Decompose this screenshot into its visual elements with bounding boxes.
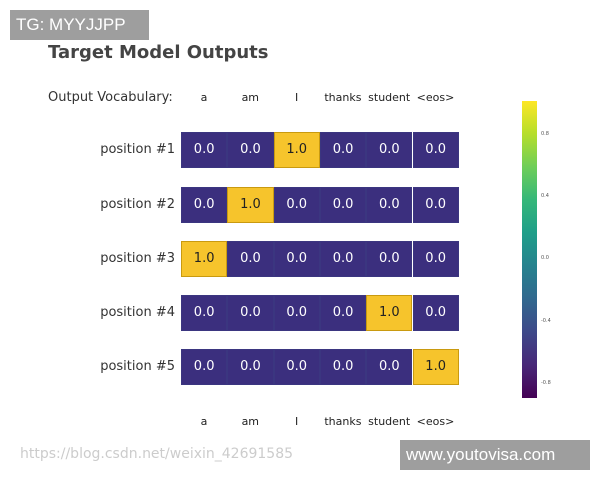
grid-cell: 0.0	[319, 132, 367, 168]
grid-cell: 0.0	[181, 349, 228, 385]
vocab-footer: I	[294, 415, 299, 428]
row-label: position #4	[100, 305, 175, 320]
grid-cell: 0.0	[366, 132, 413, 168]
vocab-footer: am	[241, 415, 260, 428]
watermark-url: https://blog.csdn.net/weixin_42691585	[20, 446, 294, 462]
grid-cell: 0.0	[227, 349, 274, 385]
vocab-header: <eos>	[416, 91, 455, 104]
colorbar-tick: 0.4	[541, 193, 549, 199]
grid-cell: 0.0	[227, 241, 274, 277]
grid-cell: 0.0	[227, 295, 274, 331]
grid-cell: 1.0	[227, 187, 274, 223]
grid-cell: 1.0	[181, 241, 228, 277]
grid-cell: 0.0	[319, 349, 367, 385]
row-label: position #2	[100, 197, 175, 212]
colorbar-tick: 0.0	[541, 255, 549, 261]
grid-cell: 0.0	[273, 241, 320, 277]
colorbar-tick: 0.8	[541, 131, 549, 137]
grid-cell: 0.0	[366, 241, 413, 277]
vocab-header: I	[294, 91, 299, 104]
grid-cell: 0.0	[412, 241, 459, 277]
colorbar	[522, 101, 537, 398]
vocab-footer: a	[200, 415, 208, 428]
colorbar-tick: -0.8	[541, 380, 551, 386]
watermark-site: www.youtovisa.com	[400, 440, 590, 470]
row-label: position #5	[100, 359, 175, 374]
grid-cell: 0.0	[227, 132, 274, 168]
vocab-footer: thanks	[324, 415, 362, 428]
grid-cell: 1.0	[273, 132, 320, 168]
grid-cell: 0.0	[412, 295, 459, 331]
page-title: Target Model Outputs	[48, 42, 269, 63]
grid-cell: 1.0	[366, 295, 413, 331]
grid-cell: 0.0	[412, 187, 459, 223]
grid-cell: 0.0	[273, 187, 320, 223]
grid-cell: 0.0	[319, 187, 367, 223]
grid-cell: 0.0	[366, 349, 413, 385]
vocab-header: am	[241, 91, 260, 104]
grid-cell: 0.0	[319, 241, 367, 277]
colorbar-tick: -0.4	[541, 318, 551, 324]
vocab-footer: student	[368, 415, 411, 428]
grid-cell: 0.0	[273, 349, 320, 385]
grid-cell: 0.0	[412, 132, 459, 168]
vocab-header: student	[368, 91, 411, 104]
row-label: position #1	[100, 142, 175, 157]
grid-cell: 0.0	[366, 187, 413, 223]
grid-cell: 0.0	[181, 132, 228, 168]
vocab-label: Output Vocabulary:	[48, 90, 173, 105]
vocab-header: a	[200, 91, 208, 104]
grid-cell: 1.0	[412, 349, 459, 385]
grid-cell: 0.0	[181, 295, 228, 331]
watermark-top: TG: MYYJJPP	[10, 10, 149, 40]
grid-cell: 0.0	[273, 295, 320, 331]
vocab-header: thanks	[324, 91, 362, 104]
vocab-footer: <eos>	[416, 415, 455, 428]
row-label: position #3	[100, 251, 175, 266]
grid-cell: 0.0	[181, 187, 228, 223]
grid-cell: 0.0	[319, 295, 367, 331]
